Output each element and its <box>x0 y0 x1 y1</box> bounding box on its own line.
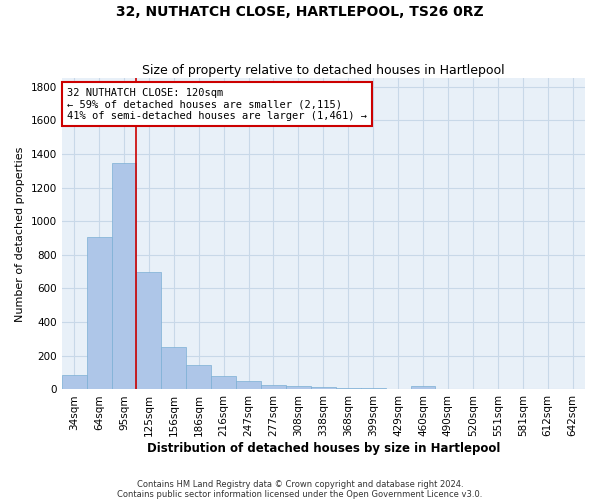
Y-axis label: Number of detached properties: Number of detached properties <box>15 146 25 322</box>
X-axis label: Distribution of detached houses by size in Hartlepool: Distribution of detached houses by size … <box>146 442 500 455</box>
Bar <box>86 237 112 390</box>
Bar <box>336 388 361 390</box>
Bar <box>386 388 410 390</box>
Bar <box>311 387 336 390</box>
Bar <box>186 365 211 390</box>
Bar <box>261 386 286 390</box>
Bar <box>410 386 436 390</box>
Text: 32 NUTHATCH CLOSE: 120sqm
← 59% of detached houses are smaller (2,115)
41% of se: 32 NUTHATCH CLOSE: 120sqm ← 59% of detac… <box>67 88 367 120</box>
Bar <box>211 376 236 390</box>
Title: Size of property relative to detached houses in Hartlepool: Size of property relative to detached ho… <box>142 64 505 77</box>
Bar <box>62 375 86 390</box>
Bar <box>361 388 386 390</box>
Text: 32, NUTHATCH CLOSE, HARTLEPOOL, TS26 0RZ: 32, NUTHATCH CLOSE, HARTLEPOOL, TS26 0RZ <box>116 5 484 19</box>
Bar <box>112 163 136 390</box>
Bar <box>136 272 161 390</box>
Bar <box>161 348 186 390</box>
Bar <box>236 381 261 390</box>
Bar <box>286 386 311 390</box>
Text: Contains HM Land Registry data © Crown copyright and database right 2024.
Contai: Contains HM Land Registry data © Crown c… <box>118 480 482 499</box>
